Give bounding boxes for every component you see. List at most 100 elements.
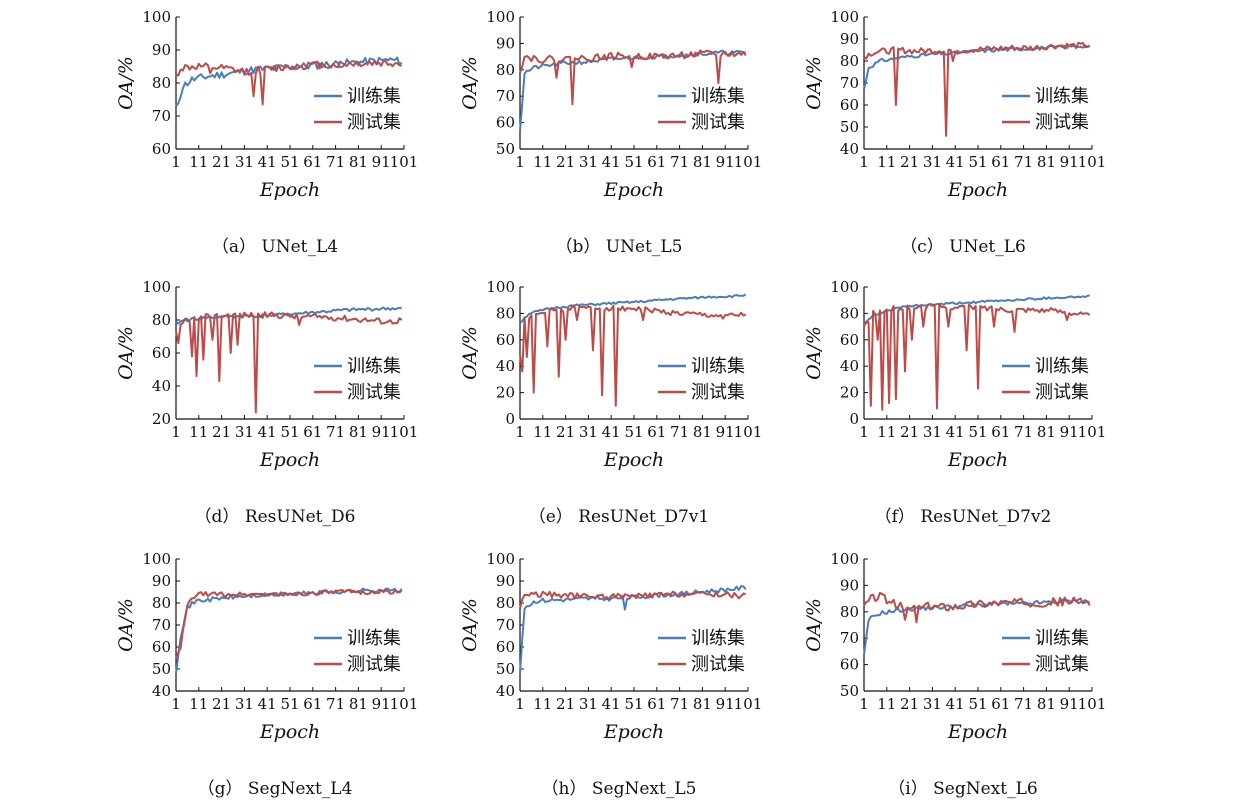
x-axis-title: Epoch	[259, 179, 320, 201]
x-tick-label: 1	[515, 423, 525, 441]
y-tick-label: 40	[496, 357, 515, 375]
y-tick-label: 70	[840, 74, 859, 92]
y-tick-label: 80	[840, 603, 859, 621]
x-tick-label: 41	[946, 153, 965, 171]
panel-caption: （d） ResUNet_D6	[195, 507, 356, 527]
y-tick-label: 80	[152, 594, 171, 612]
y-tick-label: 100	[486, 8, 515, 26]
x-tick-label: 101	[1078, 153, 1107, 171]
series-line-test	[863, 591, 1091, 624]
y-axis-title: OA/%	[459, 326, 481, 380]
y-tick-label: 80	[496, 304, 515, 322]
x-tick-label: 51	[968, 695, 987, 713]
y-tick-label: 40	[152, 377, 171, 395]
x-tick-label: 61	[991, 423, 1010, 441]
y-tick-label: 80	[496, 61, 515, 79]
x-tick-label: 1	[859, 153, 869, 171]
x-tick-label: 61	[991, 695, 1010, 713]
y-tick-label: 100	[830, 550, 859, 568]
series-line-train	[863, 294, 1090, 325]
x-tick-label: 81	[349, 695, 368, 713]
x-tick-label: 71	[670, 423, 689, 441]
x-tick-label: 71	[326, 695, 345, 713]
x-tick-label: 21	[900, 153, 919, 171]
x-tick-label: 91	[372, 695, 391, 713]
y-tick-label: 80	[496, 594, 515, 612]
legend-label: 测试集	[691, 654, 745, 675]
x-axis-title: Epoch	[947, 721, 1008, 743]
x-tick-label: 101	[734, 695, 763, 713]
x-tick-label: 61	[647, 695, 666, 713]
y-tick-label: 90	[496, 572, 515, 590]
y-tick-label: 50	[496, 660, 515, 678]
x-tick-label: 31	[235, 423, 254, 441]
x-tick-label: 101	[390, 153, 419, 171]
x-tick-label: 81	[693, 695, 712, 713]
y-axis-title: OA/%	[115, 56, 137, 110]
y-tick-label: 0	[849, 410, 859, 428]
legend-label: 训练集	[691, 356, 745, 377]
x-tick-label: 31	[923, 153, 942, 171]
panel-caption: （g） SegNext_L4	[198, 779, 353, 799]
x-tick-label: 31	[579, 695, 598, 713]
x-axis-title: Epoch	[603, 449, 664, 471]
x-axis-title: Epoch	[947, 449, 1008, 471]
x-tick-label: 81	[349, 153, 368, 171]
x-tick-label: 51	[624, 423, 643, 441]
series-line-test	[175, 59, 402, 106]
legend-label: 训练集	[1035, 628, 1089, 649]
y-tick-label: 100	[486, 550, 515, 568]
y-tick-label: 60	[840, 331, 859, 349]
series-line-test	[863, 303, 1091, 411]
x-tick-label: 11	[533, 423, 552, 441]
legend-label: 训练集	[1035, 356, 1089, 377]
x-tick-label: 11	[533, 153, 552, 171]
x-tick-label: 41	[258, 423, 277, 441]
panel-caption: （b） UNet_L5	[556, 237, 683, 257]
y-tick-label: 70	[496, 87, 515, 105]
x-tick-label: 21	[900, 423, 919, 441]
y-tick-label: 70	[840, 629, 859, 647]
x-tick-label: 101	[734, 423, 763, 441]
x-tick-label: 31	[923, 695, 942, 713]
x-tick-label: 91	[716, 153, 735, 171]
x-tick-label: 91	[1060, 153, 1079, 171]
x-tick-label: 31	[579, 423, 598, 441]
x-tick-label: 101	[734, 153, 763, 171]
y-tick-label: 40	[840, 140, 859, 158]
x-tick-label: 11	[533, 695, 552, 713]
x-tick-label: 41	[946, 423, 965, 441]
y-tick-label: 40	[152, 682, 171, 700]
x-tick-label: 1	[515, 695, 525, 713]
x-axis-title: Epoch	[259, 721, 320, 743]
x-tick-label: 91	[716, 423, 735, 441]
x-tick-label: 1	[859, 423, 869, 441]
legend-label: 测试集	[347, 382, 401, 403]
y-tick-label: 40	[496, 682, 515, 700]
x-tick-label: 11	[877, 153, 896, 171]
y-tick-label: 100	[142, 278, 171, 296]
x-tick-label: 11	[189, 423, 208, 441]
y-axis-title: OA/%	[459, 56, 481, 110]
y-tick-label: 50	[496, 140, 515, 158]
y-tick-label: 60	[840, 96, 859, 114]
y-tick-label: 70	[152, 107, 171, 125]
y-tick-label: 70	[152, 616, 171, 634]
legend-label: 测试集	[691, 112, 745, 133]
panel-caption: （e） ResUNet_D7v1	[529, 507, 710, 527]
x-tick-label: 1	[171, 423, 181, 441]
legend-label: 训练集	[347, 356, 401, 377]
legend-label: 训练集	[347, 628, 401, 649]
panel-caption: （i） SegNext_L6	[888, 779, 1037, 799]
y-tick-label: 90	[152, 572, 171, 590]
y-tick-label: 90	[840, 576, 859, 594]
x-tick-label: 1	[515, 153, 525, 171]
y-tick-label: 70	[496, 616, 515, 634]
